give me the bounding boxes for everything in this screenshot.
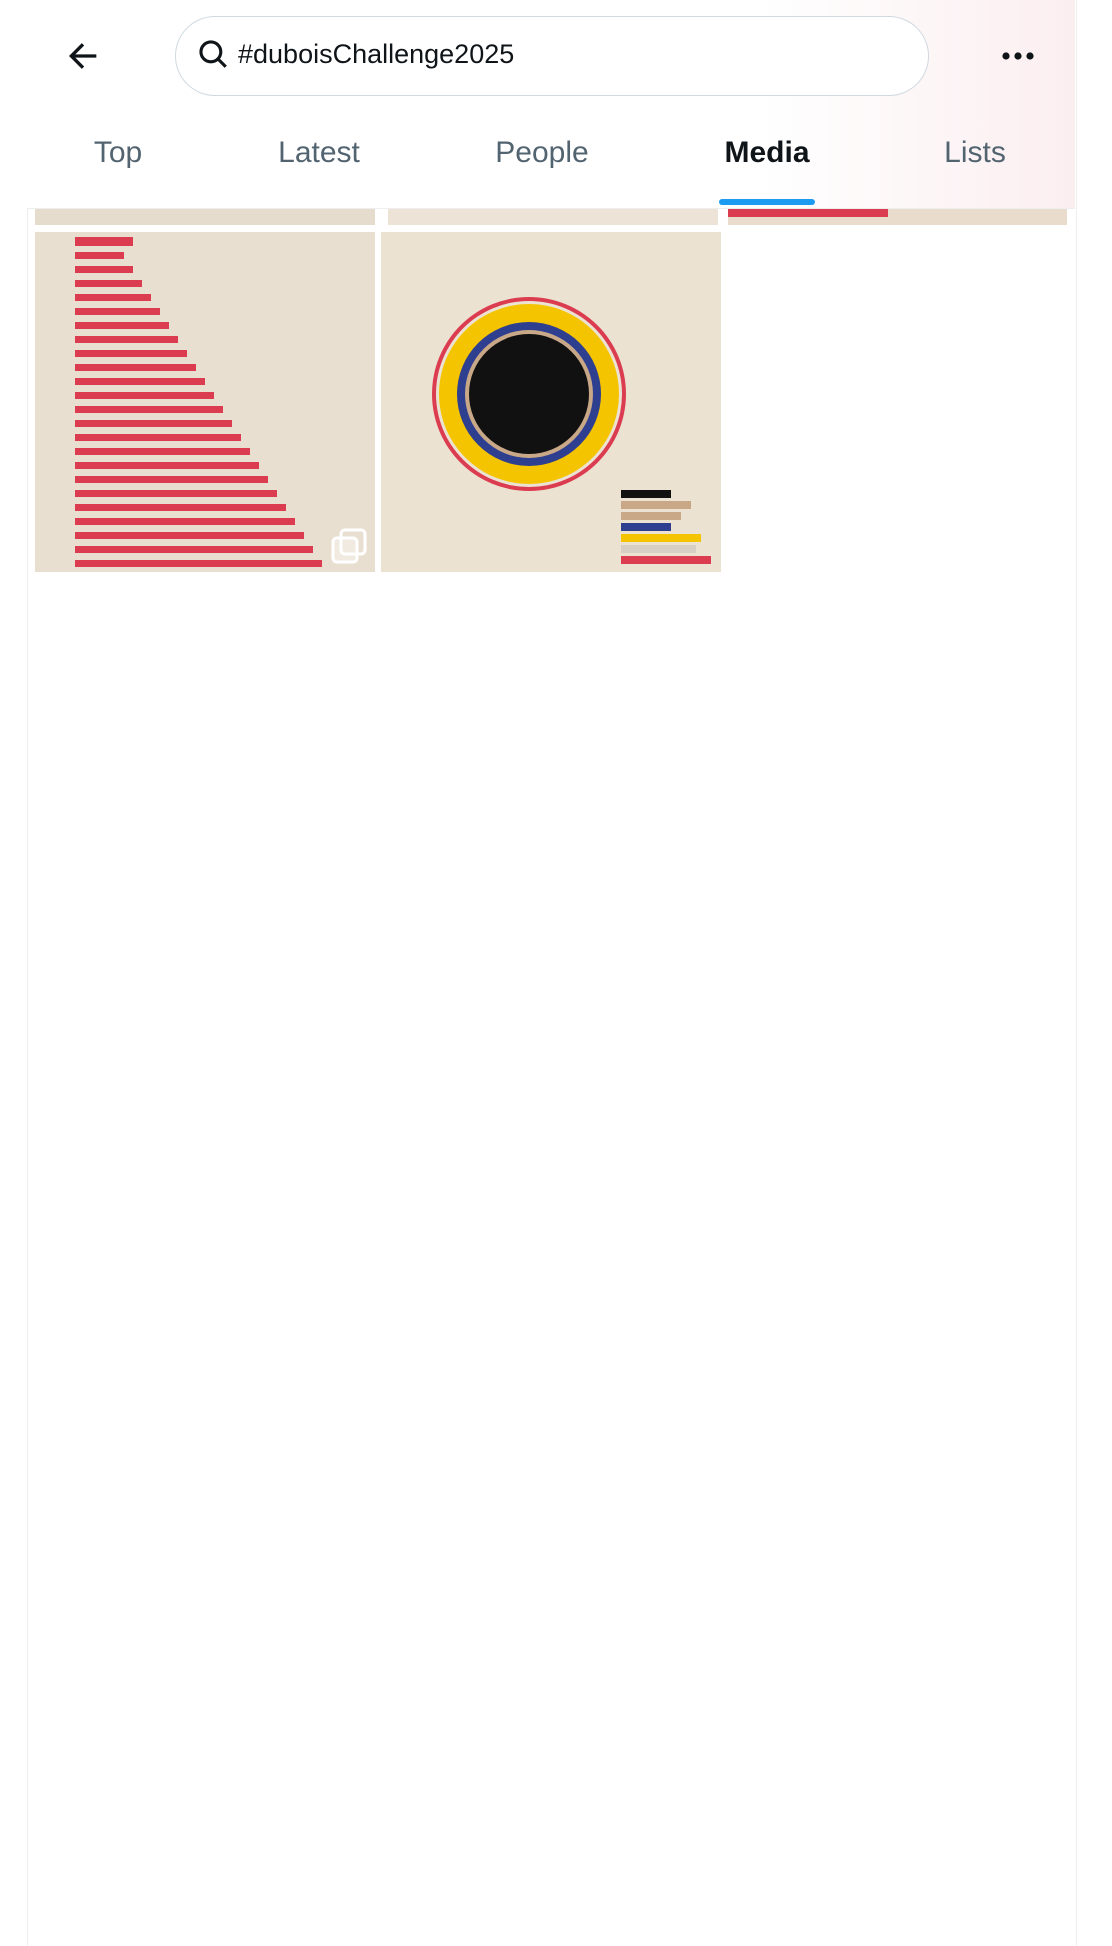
icon-front <box>331 536 359 564</box>
ring <box>469 334 589 454</box>
tab[interactable]: Media <box>724 136 810 169</box>
more-button[interactable] <box>998 40 1038 72</box>
bar <box>75 308 160 315</box>
legend-bar <box>621 501 691 509</box>
bar <box>75 252 124 259</box>
bar <box>75 560 322 567</box>
bar <box>75 448 250 455</box>
bar <box>75 294 151 301</box>
media-thumbnail[interactable] <box>381 232 721 572</box>
bar <box>75 406 223 413</box>
thumb-bg <box>35 232 375 572</box>
media-thumbnail[interactable] <box>727 232 1067 572</box>
bar <box>75 504 286 511</box>
bar <box>75 532 304 539</box>
bar <box>75 462 259 469</box>
multi-icon <box>331 528 367 564</box>
bar <box>75 546 313 553</box>
thumb-partial[interactable] <box>35 208 375 225</box>
bar <box>75 420 232 427</box>
legend-bar <box>621 523 671 531</box>
legend-bar <box>621 534 701 542</box>
search-icon <box>199 40 227 68</box>
bar <box>75 280 142 287</box>
thumb-partial[interactable] <box>728 208 1067 225</box>
legend-bar <box>621 545 696 553</box>
thumb-partial[interactable] <box>388 208 718 225</box>
tab[interactable]: Latest <box>278 136 360 169</box>
partial-row <box>35 208 1067 225</box>
bar <box>75 378 205 385</box>
bar <box>75 434 241 441</box>
header: #duboisChallenge2025 Top Latest People Medi… <box>27 0 1075 209</box>
legend-bar <box>621 556 711 564</box>
icon-back <box>339 528 367 556</box>
tab[interactable]: Top <box>93 136 143 169</box>
thumbnail-image <box>381 232 721 572</box>
tab[interactable]: People <box>495 136 589 169</box>
bar <box>75 392 214 399</box>
bar <box>75 518 295 525</box>
bar <box>75 266 133 273</box>
thumbnail-image <box>727 232 1067 572</box>
legend-bar <box>621 512 681 520</box>
tab-indicator <box>719 199 815 205</box>
search-box[interactable]: #duboisChallenge2025 <box>175 16 929 96</box>
bar <box>75 476 268 483</box>
bar <box>75 490 277 497</box>
bar <box>75 336 178 343</box>
back-button[interactable] <box>63 36 103 76</box>
bar <box>75 364 196 371</box>
search-query: #duboisChallenge2025 <box>238 39 515 69</box>
label-box <box>75 237 133 246</box>
bar <box>75 322 169 329</box>
legend-bar <box>621 490 671 498</box>
tab[interactable]: Lists <box>944 136 1006 169</box>
bar <box>75 350 187 357</box>
media-thumbnail[interactable] <box>35 232 375 572</box>
thumbnail-image <box>35 232 375 572</box>
